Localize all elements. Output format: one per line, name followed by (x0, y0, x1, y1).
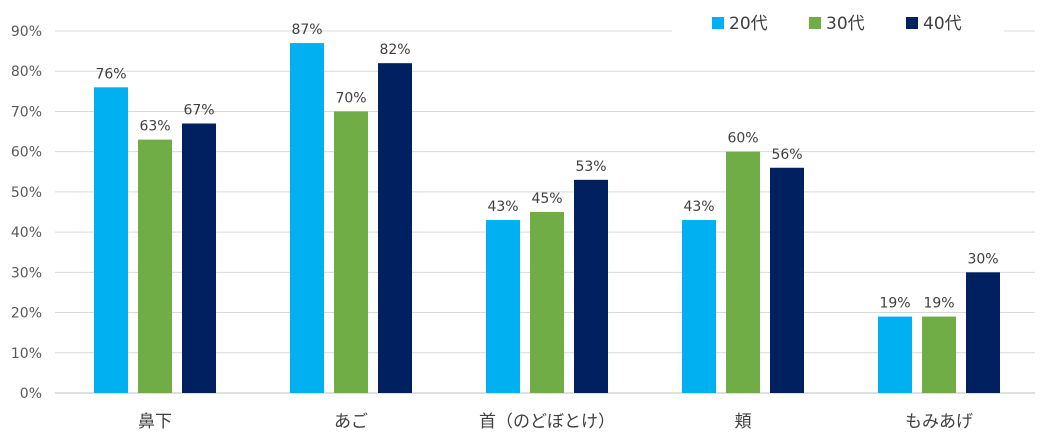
y-tick-label: 60% (11, 145, 42, 161)
bar (378, 63, 412, 394)
data-label: 87% (291, 22, 322, 38)
x-tick-label: 頬 (735, 412, 752, 432)
data-label: 67% (183, 103, 214, 119)
bar (878, 316, 912, 393)
x-tick-label: 首（のどぼとけ） (479, 412, 615, 432)
legend-swatch (712, 17, 724, 29)
data-label: 19% (923, 296, 954, 312)
data-label: 45% (531, 191, 562, 207)
y-tick-label: 10% (11, 346, 42, 362)
legend-label: 20代 (729, 14, 768, 34)
bar (682, 220, 716, 393)
bar (922, 316, 956, 393)
data-label: 56% (771, 147, 802, 163)
legend-label: 40代 (923, 14, 962, 34)
x-tick-label: もみあげ (905, 412, 973, 432)
data-label: 63% (139, 119, 170, 135)
legend-swatch (906, 17, 918, 29)
y-tick-label: 0% (20, 386, 42, 402)
data-label: 70% (335, 90, 366, 106)
data-label: 82% (379, 42, 410, 58)
y-tick-label: 50% (11, 185, 42, 201)
x-tick-label: 鼻下 (138, 412, 172, 432)
y-tick-label: 70% (11, 104, 42, 120)
bar (334, 111, 368, 393)
y-tick-label: 80% (11, 64, 42, 80)
y-tick-label: 20% (11, 306, 42, 322)
data-label: 76% (95, 66, 126, 82)
legend-box (672, 6, 1004, 36)
data-label: 53% (575, 159, 606, 175)
bar (138, 139, 172, 393)
legend-swatch (809, 17, 821, 29)
bar (530, 212, 564, 393)
bar (94, 87, 128, 394)
bar (182, 123, 216, 393)
data-label: 19% (879, 296, 910, 312)
legend-label: 30代 (826, 14, 865, 34)
y-tick-label: 90% (11, 24, 42, 40)
data-label: 43% (487, 199, 518, 215)
y-tick-label: 40% (11, 225, 42, 241)
bar (486, 220, 520, 393)
x-tick-label: あご (334, 412, 368, 432)
y-tick-label: 30% (11, 265, 42, 281)
data-label: 30% (967, 251, 998, 267)
bar (966, 272, 1000, 393)
bar (770, 167, 804, 393)
bar (574, 179, 608, 393)
bar (290, 43, 324, 394)
bar (726, 151, 760, 393)
data-label: 60% (727, 131, 758, 147)
data-label: 43% (683, 199, 714, 215)
